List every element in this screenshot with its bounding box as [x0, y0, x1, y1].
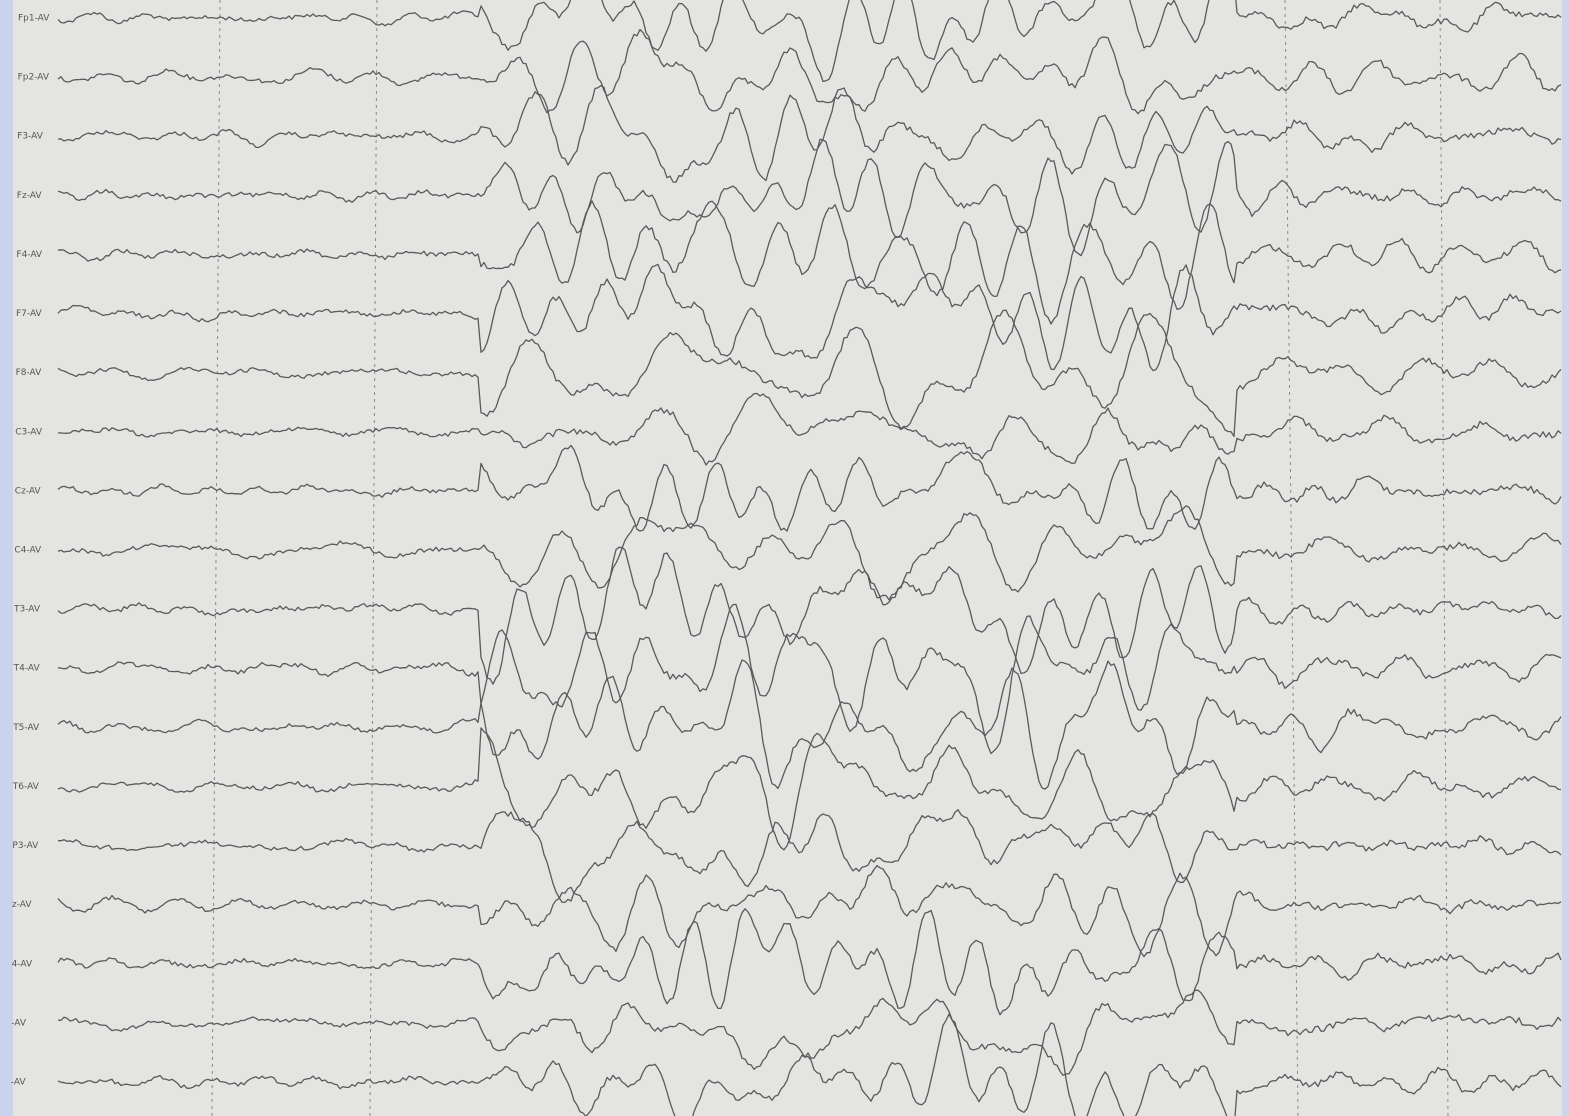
channel-label: F4-AV — [16, 250, 43, 260]
channel-label: Cz-AV — [15, 486, 42, 496]
left-border — [0, 0, 13, 1116]
channel-label: z-AV — [12, 900, 32, 910]
channel-label: -AV — [11, 1078, 27, 1088]
channel-label: F3-AV — [17, 132, 44, 142]
channel-label: Fz-AV — [17, 191, 43, 201]
channel-label: C3-AV — [15, 427, 43, 437]
eeg-recording: Fp1-AV Fp2-AV F3-AV Fz-AV F4-AV F7-AV F8-AV C3-… — [0, 0, 1569, 1116]
channel-label: P3-AV — [12, 841, 39, 851]
channel-label: Fp2-AV — [18, 73, 50, 83]
channel-label: Fp1-AV — [18, 14, 50, 24]
channel-label: T3-AV — [13, 605, 41, 615]
paper — [0, 0, 1569, 1116]
channel-label: T6-AV — [12, 782, 40, 792]
channel-label: T4-AV — [13, 664, 41, 674]
channel-label: T5-AV — [12, 723, 40, 733]
channel-label: F7-AV — [16, 309, 43, 319]
channel-label: -AV — [11, 1018, 27, 1028]
right-border — [1562, 0, 1569, 1116]
channel-label: F8-AV — [16, 368, 43, 378]
page: Fp1-AV Fp2-AV F3-AV Fz-AV F4-AV F7-AV F8-AV C3-… — [0, 0, 1569, 1116]
channel-label: 4-AV — [12, 959, 33, 969]
channel-label: C4-AV — [14, 546, 42, 556]
